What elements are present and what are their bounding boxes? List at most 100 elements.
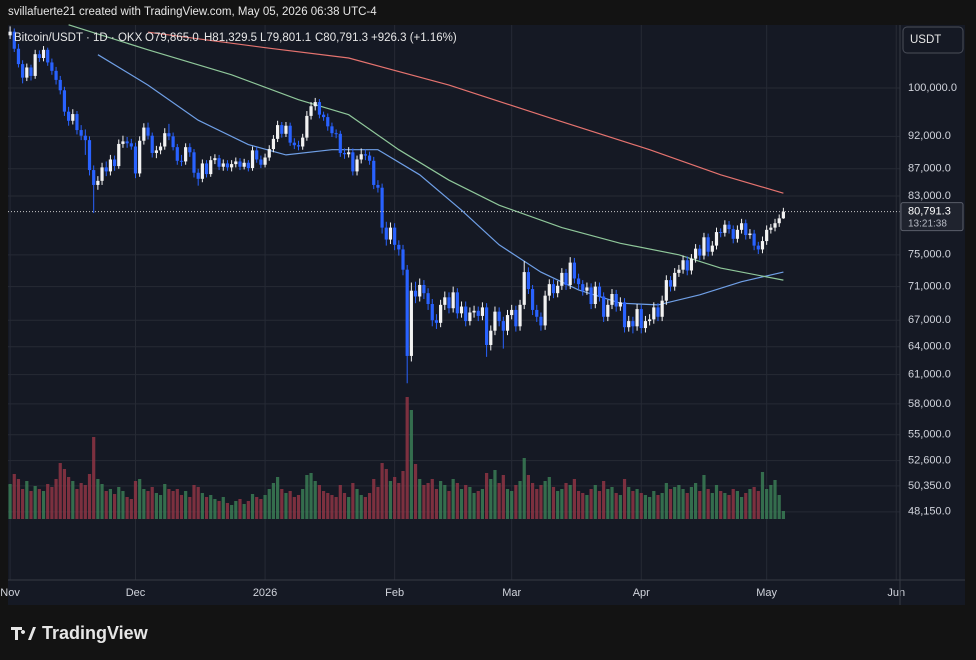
candle-body [618, 302, 622, 307]
candle-body [309, 106, 313, 116]
volume-bar [83, 485, 87, 519]
volume-bar [393, 477, 397, 519]
volume-bar [543, 481, 547, 519]
volume-bar [635, 489, 639, 519]
volume-bar [769, 485, 773, 519]
y-tick-label: 64,000.0 [908, 341, 951, 353]
volume-bar [179, 495, 184, 519]
volume-bar [41, 491, 46, 519]
volume-bar [380, 463, 384, 519]
volume-bar [602, 481, 606, 519]
volume-bar [485, 473, 489, 519]
candle-body [702, 237, 706, 256]
candle-body [522, 272, 526, 305]
candle-body [330, 126, 334, 134]
volume-bar [71, 481, 75, 519]
volume-bar [585, 495, 589, 519]
volume-bar [330, 495, 334, 519]
volume-bar [351, 483, 355, 519]
volume-bar [568, 485, 572, 519]
candle-body [606, 304, 610, 317]
volume-bar [121, 491, 125, 519]
volume-bar [660, 493, 664, 519]
candle-body [351, 152, 355, 172]
candle-body [765, 229, 769, 242]
volume-bar [376, 487, 380, 519]
candle-body [104, 167, 108, 172]
candle-body [138, 140, 142, 174]
y-tick-label: 71,000.0 [908, 281, 951, 293]
change: +926.3 (+1.16%) [371, 32, 457, 44]
volume-bar [430, 479, 434, 519]
volume-bar [225, 503, 230, 519]
candle-body [723, 224, 727, 233]
volume-bar [744, 493, 748, 519]
volume-bar [505, 489, 510, 519]
y-tick-label: 83,000.0 [908, 190, 951, 202]
candle-body [614, 293, 618, 307]
open: O79,865.0 [145, 32, 199, 44]
candle-body [209, 160, 213, 175]
volume-bar [476, 491, 480, 519]
candle-body [597, 286, 602, 297]
volume-bar [79, 483, 83, 519]
candle-body [526, 272, 531, 290]
low: L79,801.1 [260, 32, 311, 44]
volume-bar [510, 491, 514, 519]
y-tick-label: 50,350.0 [908, 480, 951, 492]
candle-body [781, 211, 785, 219]
volume-bar [167, 489, 171, 519]
candle-body [731, 229, 735, 239]
candle-body [439, 304, 443, 323]
volume-bar [234, 501, 238, 519]
candle-body [576, 278, 581, 285]
volume-bar [710, 493, 714, 519]
candle-body [434, 320, 439, 323]
currency[interactable]: USDT [910, 34, 941, 46]
logo-icon [11, 627, 36, 640]
volume-bar [29, 491, 33, 519]
candle-body [50, 62, 54, 71]
candle-body [267, 149, 271, 158]
candle-body [773, 223, 777, 228]
candle-body [401, 249, 405, 270]
volume-bar [656, 495, 660, 519]
volume-bar [92, 437, 96, 519]
candle-body [317, 102, 322, 115]
candle-body [41, 49, 46, 59]
logo: TradingView [11, 623, 149, 643]
candle-body [108, 159, 113, 172]
volume-bar [714, 485, 719, 519]
candle-body [476, 310, 480, 316]
candle-body [25, 67, 29, 78]
candle-body [547, 284, 551, 296]
volume-bar [648, 497, 652, 519]
candle-body [296, 145, 301, 147]
candle-body [58, 79, 62, 91]
volume-bar [175, 489, 179, 519]
candle-body [648, 319, 652, 322]
volume-bar [535, 489, 539, 519]
volume-bar [104, 491, 108, 519]
candle-body [83, 135, 87, 141]
candle-body [426, 293, 430, 305]
currency-button[interactable] [902, 26, 964, 54]
volume-bar [238, 499, 242, 519]
volume-bar [50, 487, 54, 519]
volume-bar [384, 469, 388, 519]
volume-bar [16, 479, 21, 519]
candle-body [652, 307, 656, 320]
volume-bar [472, 493, 476, 519]
candle-body [698, 248, 702, 256]
x-tick-label: Feb [385, 587, 404, 599]
candle-body [727, 224, 731, 230]
volume-bar [171, 491, 175, 519]
volume-bar [706, 489, 710, 519]
volume-bar [326, 493, 330, 519]
volume-bar [367, 493, 372, 519]
candle-body [259, 159, 263, 165]
candle-body [238, 161, 242, 167]
volume-bar [230, 505, 234, 519]
candle-body [192, 152, 196, 173]
candle-body [71, 114, 75, 121]
